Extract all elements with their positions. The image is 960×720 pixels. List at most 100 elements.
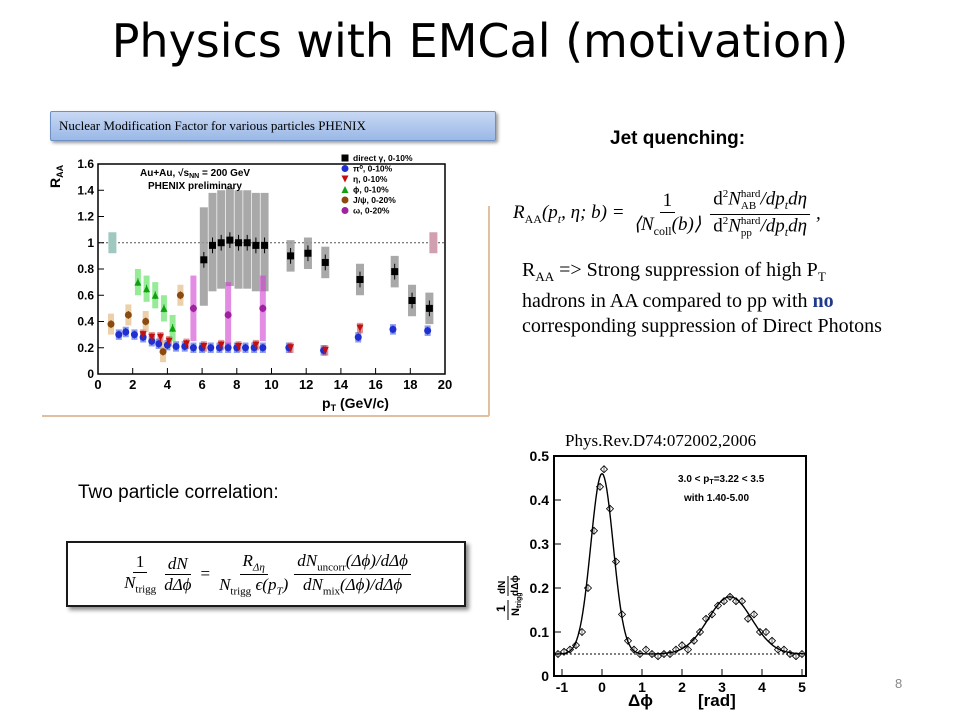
corr-x-tick-label: 2 bbox=[678, 679, 686, 695]
legend-label: η, 0-10% bbox=[353, 174, 388, 184]
page-number: 8 bbox=[895, 676, 903, 691]
data-point bbox=[287, 344, 295, 352]
corr-x-tick-label: -1 bbox=[556, 679, 569, 695]
corr-y-tick-label: 0.5 bbox=[530, 448, 550, 464]
y-tick-label: 0.2 bbox=[77, 341, 94, 355]
legend-marker bbox=[341, 186, 349, 193]
corr-data-point bbox=[671, 645, 681, 654]
data-point bbox=[259, 344, 267, 352]
norm-uncertainty-left bbox=[108, 232, 117, 254]
data-point bbox=[130, 331, 138, 339]
corr-data-point bbox=[559, 647, 569, 656]
data-point bbox=[354, 333, 362, 341]
corr-annotation-line1: 3.0 < pT=3.22 < 3.5 bbox=[678, 474, 765, 486]
corr-data-point bbox=[707, 610, 717, 619]
two-particle-correlation-label: Two particle correlation: bbox=[78, 482, 279, 503]
corr-data-point bbox=[791, 652, 801, 661]
corr-formula-lhs-norm: 1 Ntrigg bbox=[124, 552, 157, 596]
corr-data-point bbox=[797, 649, 807, 659]
data-point bbox=[252, 341, 260, 349]
raa-chart: 0 2 4 6 8 10 12 14 16 18 20 0 0.2 0.4 0.6 0.8 1 1.2 1.4 1.6… bbox=[40, 146, 492, 418]
corr-data-point bbox=[701, 614, 711, 623]
corr-data-point bbox=[629, 645, 639, 654]
corr-data-point bbox=[583, 583, 593, 593]
corr-data-point bbox=[577, 627, 587, 637]
corr-data-point bbox=[713, 601, 723, 610]
raa-annotation-energy: Au+Au, √sNN = 200 GeV bbox=[140, 168, 250, 180]
corr-plot-frame bbox=[553, 455, 807, 677]
data-point bbox=[151, 291, 159, 299]
corr-ylabel-one: 1 bbox=[494, 605, 508, 612]
data-point bbox=[304, 249, 312, 257]
x-tick-label: 8 bbox=[233, 377, 240, 392]
data-point bbox=[356, 324, 364, 332]
corr-data-point bbox=[731, 597, 741, 606]
data-point bbox=[122, 328, 130, 336]
corr-data-point bbox=[683, 645, 693, 654]
y-tick-label: 0.6 bbox=[77, 288, 94, 302]
corr-data-point bbox=[641, 645, 651, 654]
corr-data-point bbox=[761, 627, 771, 637]
x-tick-label: 4 bbox=[164, 377, 172, 392]
corr-data-point bbox=[653, 652, 663, 661]
data-point bbox=[241, 344, 249, 352]
corr-xlabel: Δϕ bbox=[628, 691, 653, 710]
nuclear-modification-banner: Nuclear Modification Factor for various … bbox=[50, 111, 496, 141]
corr-x-tick-label: 5 bbox=[798, 679, 806, 695]
raa-xlabel: pT (GeV/c) bbox=[322, 395, 389, 413]
raa-formula-yield-fraction: d2N hard AB/dptdη d2N hard pp/dptdη bbox=[710, 188, 810, 239]
corr-x-tick-label: 3 bbox=[718, 679, 726, 695]
data-point bbox=[217, 239, 225, 247]
raa-legend: direct γ, 0-10%π⁰, 0-10%η, 0-10%ϕ, 0-10%… bbox=[341, 153, 413, 216]
legend-marker bbox=[341, 207, 349, 214]
data-point bbox=[124, 311, 132, 319]
data-point bbox=[287, 252, 295, 260]
legend-label: ϕ, 0-10% bbox=[353, 185, 389, 195]
corr-formula-rdeta: RΔη Ntrigg ϵ(pT) bbox=[219, 551, 289, 597]
x-tick-label: 12 bbox=[299, 377, 313, 392]
data-point bbox=[424, 327, 432, 335]
norm-uncertainty-right bbox=[429, 232, 438, 254]
y-tick-label: 1.2 bbox=[77, 210, 94, 224]
corr-data-point bbox=[785, 649, 795, 659]
x-tick-label: 6 bbox=[198, 377, 205, 392]
corr-y-tick-label: 0.4 bbox=[530, 492, 550, 508]
corr-data-point bbox=[659, 649, 669, 659]
reference-citation: Phys.Rev.D74:072002,2006 bbox=[565, 431, 757, 450]
corr-data-point bbox=[695, 627, 705, 637]
data-point bbox=[226, 236, 234, 244]
raa-formula-ncoll-fraction: 1 ⟨Ncoll(b)⟩ bbox=[633, 189, 702, 238]
data-point bbox=[217, 341, 225, 349]
x-tick-label: 14 bbox=[334, 377, 349, 392]
correlation-formula-box: 1 Ntrigg dN dΔϕ = RΔη Ntrigg ϵ(pT) dNuncorr… bbox=[66, 541, 466, 607]
corr-fit-curve bbox=[554, 472, 807, 655]
data-point bbox=[200, 342, 208, 350]
x-tick-label: 10 bbox=[264, 377, 278, 392]
y-tick-label: 0.8 bbox=[77, 262, 94, 276]
corr-data-point bbox=[755, 627, 765, 637]
legend-label: direct γ, 0-10% bbox=[353, 153, 413, 163]
legend-marker bbox=[341, 196, 349, 204]
corr-data-point bbox=[611, 557, 621, 566]
jet-quenching-label: Jet quenching: bbox=[610, 128, 746, 149]
data-point bbox=[172, 342, 180, 350]
data-point bbox=[259, 304, 267, 312]
data-point bbox=[176, 291, 184, 299]
data-point bbox=[321, 346, 329, 354]
data-point bbox=[243, 239, 251, 247]
data-point bbox=[134, 278, 142, 286]
data-point bbox=[182, 340, 190, 348]
data-point bbox=[189, 344, 197, 352]
data-point bbox=[115, 331, 123, 339]
corr-data-point bbox=[767, 636, 777, 645]
data-point bbox=[189, 304, 197, 312]
corr-data-point bbox=[647, 649, 657, 659]
raa-ylabel: RAA bbox=[47, 164, 65, 188]
x-tick-label: 2 bbox=[129, 377, 136, 392]
y-tick-label: 1.4 bbox=[77, 183, 94, 197]
data-point bbox=[165, 337, 173, 345]
corr-formula-ratio: dNuncorr(Δϕ)/dΔϕ dNmix(Δϕ)/dΔϕ bbox=[294, 551, 411, 597]
legend-label: ω, 0-20% bbox=[353, 206, 390, 216]
data-point bbox=[235, 239, 243, 247]
corr-formula-equals: = bbox=[200, 564, 211, 583]
